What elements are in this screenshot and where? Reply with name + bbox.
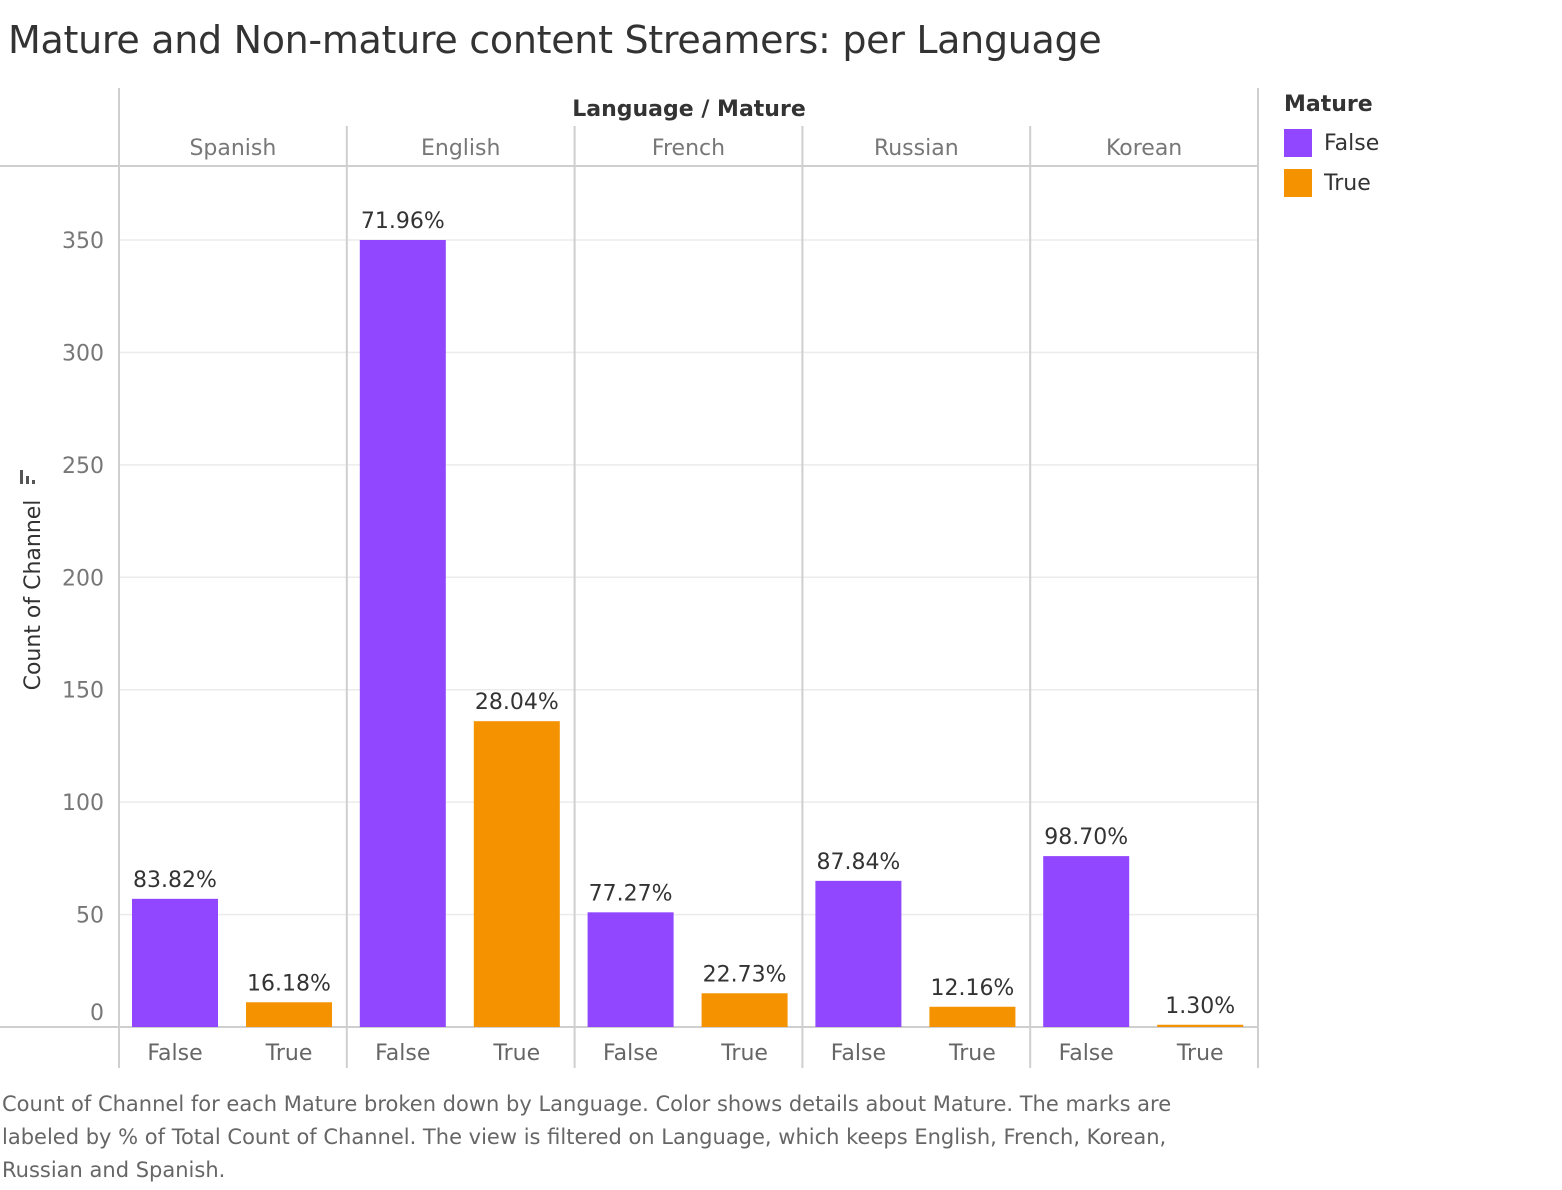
- y-tick-label: 0: [90, 1001, 104, 1026]
- legend-label-false: False: [1324, 130, 1380, 156]
- bar-russian-false: [815, 880, 902, 1027]
- bar-french-true: [701, 993, 788, 1027]
- caption-line: Russian and Spanish.: [2, 1158, 226, 1182]
- caption-line: Count of Channel for each Mature broken …: [2, 1092, 1172, 1116]
- y-tick-label: 200: [62, 566, 104, 591]
- bar-spanish-true: [246, 1002, 332, 1027]
- legend-item-false[interactable]: False: [1284, 123, 1379, 163]
- x-tick-label: False: [375, 1041, 430, 1066]
- x-tick-label: True: [492, 1041, 540, 1066]
- legend-swatch-true: [1284, 169, 1312, 197]
- facet-header-title: Language / Mature: [572, 97, 806, 122]
- data-label: 16.18%: [247, 971, 331, 996]
- data-label: 87.84%: [816, 850, 900, 875]
- facet-header-spanish: Spanish: [189, 136, 276, 161]
- data-label: 83.82%: [133, 868, 217, 893]
- data-label: 22.73%: [703, 962, 787, 987]
- data-label: 1.30%: [1165, 994, 1235, 1019]
- bar-english-true: [473, 721, 560, 1027]
- y-tick-label: 250: [62, 454, 104, 479]
- x-tick-label: False: [147, 1041, 202, 1066]
- bar-korean-false: [1043, 856, 1130, 1027]
- chart-title: Mature and Non-mature content Streamers:…: [8, 18, 1102, 62]
- bar-russian-true: [929, 1006, 1016, 1027]
- data-label: 98.70%: [1044, 825, 1128, 850]
- bar-spanish-false: [132, 898, 218, 1027]
- x-tick-label: False: [1059, 1041, 1114, 1066]
- data-label: 12.16%: [930, 976, 1014, 1001]
- legend-swatch-false: [1284, 129, 1312, 157]
- x-tick-label: True: [265, 1041, 313, 1066]
- data-label: 77.27%: [589, 881, 673, 906]
- sort-icon: [32, 480, 35, 484]
- legend-item-true[interactable]: True: [1284, 163, 1379, 203]
- data-label: 28.04%: [475, 690, 559, 715]
- y-tick-label: 350: [62, 229, 104, 254]
- y-tick-label: 150: [62, 679, 104, 704]
- bar-french-false: [587, 912, 674, 1027]
- y-tick-label: 50: [76, 904, 104, 929]
- bar-korean-true: [1157, 1024, 1244, 1027]
- facet-header-korean: Korean: [1106, 136, 1182, 161]
- chart-caption: Count of Channel for each Mature broken …: [2, 1088, 1282, 1187]
- x-tick-label: True: [720, 1041, 768, 1066]
- sort-icon: [20, 470, 23, 484]
- x-tick-label: True: [948, 1041, 996, 1066]
- data-label: 71.96%: [361, 209, 445, 234]
- bar-english-false: [359, 240, 446, 1027]
- facet-header-russian: Russian: [874, 136, 959, 161]
- y-tick-label: 100: [62, 791, 104, 816]
- legend: Mature False True: [1284, 92, 1379, 203]
- facet-header-french: French: [652, 136, 725, 161]
- caption-line: labeled by % of Total Count of Channel. …: [2, 1125, 1167, 1149]
- facet-header-english: English: [421, 136, 500, 161]
- legend-title: Mature: [1284, 92, 1373, 117]
- y-tick-label: 300: [62, 341, 104, 366]
- x-tick-label: False: [603, 1041, 658, 1066]
- sort-icon: [26, 476, 29, 484]
- x-tick-label: True: [1176, 1041, 1224, 1066]
- y-axis-title: Count of Channel: [21, 500, 46, 691]
- x-tick-label: False: [831, 1041, 886, 1066]
- legend-label-true: True: [1324, 170, 1371, 196]
